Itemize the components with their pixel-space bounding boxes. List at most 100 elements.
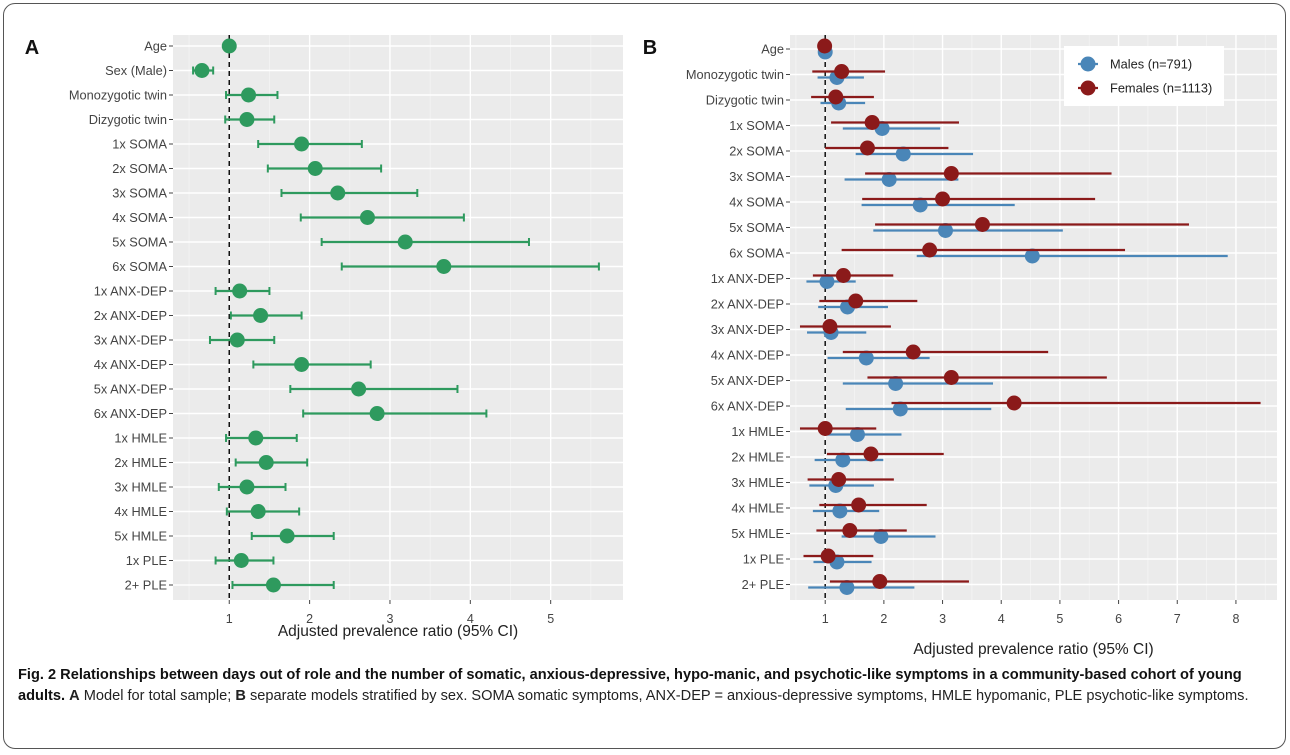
estimate-point (820, 548, 836, 564)
estimate-point (974, 217, 990, 232)
estimate-point (351, 381, 367, 397)
category-label: 1x HMLE (731, 424, 784, 439)
series-females (799, 38, 1261, 589)
category-label: 2+ PLE (125, 578, 167, 593)
category-label: 6x ANX-DEP (94, 406, 167, 421)
estimate-point (935, 191, 951, 207)
x-tick-label: 4 (998, 612, 1005, 626)
estimate-point (279, 528, 295, 544)
category-label: 1x PLE (126, 553, 167, 568)
category-label: 1x ANX-DEP (94, 284, 167, 299)
figure-frame: 1 2 3 4 5 Age Sex (Male) Monozygotic twin Dizygo… (3, 3, 1286, 749)
category-label: 1x PLE (743, 552, 784, 567)
category-label: 2x HMLE (114, 455, 167, 470)
caption-title: Fig. 2 Relationships between days out of… (18, 667, 1242, 704)
estimate-point (863, 446, 879, 462)
category-label: Monozygotic twin (686, 67, 784, 82)
category-label: 5x ANX-DEP (711, 373, 784, 388)
category-label: Sex (Male) (105, 63, 167, 78)
estimate-point (229, 332, 245, 348)
caption-label-a: A (69, 688, 80, 704)
x-tick-label: 5 (547, 612, 554, 626)
estimate-point (848, 293, 864, 309)
estimate-point (851, 497, 867, 513)
x-tick-label: 1 (822, 612, 829, 626)
estimate-point (937, 223, 953, 238)
category-label: 1x SOMA (112, 137, 167, 152)
estimate-point (888, 376, 904, 391)
category-label: 2x SOMA (729, 144, 784, 159)
estimate-point (250, 504, 266, 519)
category-label: 3x SOMA (112, 186, 167, 201)
category-label: 6x SOMA (729, 246, 784, 261)
estimate-point (873, 529, 889, 544)
category-label: 3x ANX-DEP (94, 333, 167, 348)
estimate-point (912, 197, 928, 213)
legend-key-point (1080, 80, 1096, 96)
category-label: Dizygotic twin (89, 112, 167, 127)
category-label: 4x ANX-DEP (711, 348, 784, 363)
category-label: 2x HMLE (731, 450, 784, 465)
plot-background (790, 35, 1277, 600)
estimate-point (258, 455, 274, 470)
estimate-point (943, 370, 959, 385)
category-label: 5x SOMA (112, 235, 167, 250)
estimate-point (397, 234, 413, 250)
panel-label: A (25, 37, 39, 59)
estimate-point (1024, 248, 1040, 264)
estimate-point (369, 406, 385, 421)
category-label: 2x ANX-DEP (711, 297, 784, 312)
estimate-point (359, 210, 375, 225)
category-label: Dizygotic twin (706, 93, 784, 108)
figure-charts: 1 2 3 4 5 Age Sex (Male) Monozygotic twin Dizygo… (25, 35, 1277, 658)
estimate-point (239, 112, 255, 127)
estimate-point (307, 161, 323, 176)
estimate-point (817, 38, 833, 54)
estimate-point (294, 136, 310, 152)
estimate-point (330, 185, 346, 201)
estimate-point (819, 274, 835, 289)
x-tick-label: 4 (467, 612, 474, 626)
x-tick-label: 1 (226, 612, 233, 626)
x-tick-label: 2 (880, 612, 887, 626)
estimate-point (835, 452, 851, 468)
x-tick-label: 3 (939, 612, 946, 626)
estimate-point (842, 523, 858, 538)
estimate-point (265, 577, 281, 593)
estimate-point (221, 38, 237, 54)
estimate-point (839, 580, 855, 595)
estimate-point (905, 344, 921, 360)
estimate-point (864, 115, 880, 130)
estimate-point (849, 427, 865, 442)
category-label: 4x SOMA (112, 210, 167, 225)
category-label: 2x ANX-DEP (94, 308, 167, 323)
figure-caption: Fig. 2 Relationships between days out of… (18, 665, 1280, 707)
legend-label: Males (n=791) (1110, 57, 1192, 72)
category-label: 2+ PLE (742, 577, 784, 592)
category-label: 3x ANX-DEP (711, 322, 784, 337)
panel-b: 1 2 3 4 5 6 7 8 Age Monozygotic twin Dizygotic twi… (643, 35, 1277, 658)
category-label: 1x SOMA (729, 118, 784, 133)
x-tick-label: 8 (1232, 612, 1239, 626)
legend: Males (n=791) Females (n=1113) (1064, 46, 1224, 106)
estimate-point (892, 401, 908, 417)
category-label: 3x HMLE (731, 475, 784, 490)
category-label: 6x ANX-DEP (711, 399, 784, 414)
estimate-point (943, 166, 959, 181)
category-label: 5x HMLE (114, 529, 167, 544)
estimate-point (248, 430, 264, 446)
x-tick-label: 2 (306, 612, 313, 626)
caption-text-b: separate models stratified by sex. SOMA … (245, 688, 1249, 704)
category-label: 1x ANX-DEP (711, 271, 784, 286)
panel-label: B (643, 37, 657, 59)
legend-key-point (1080, 56, 1096, 72)
category-label: 3x HMLE (114, 480, 167, 495)
category-label: Age (144, 39, 167, 54)
series-total (192, 38, 600, 593)
estimate-point (233, 553, 249, 568)
estimate-point (241, 87, 257, 103)
estimate-point (835, 268, 851, 283)
caption-label-b: B (235, 688, 246, 704)
category-label: 5x HMLE (731, 526, 784, 541)
estimate-point (294, 357, 310, 372)
